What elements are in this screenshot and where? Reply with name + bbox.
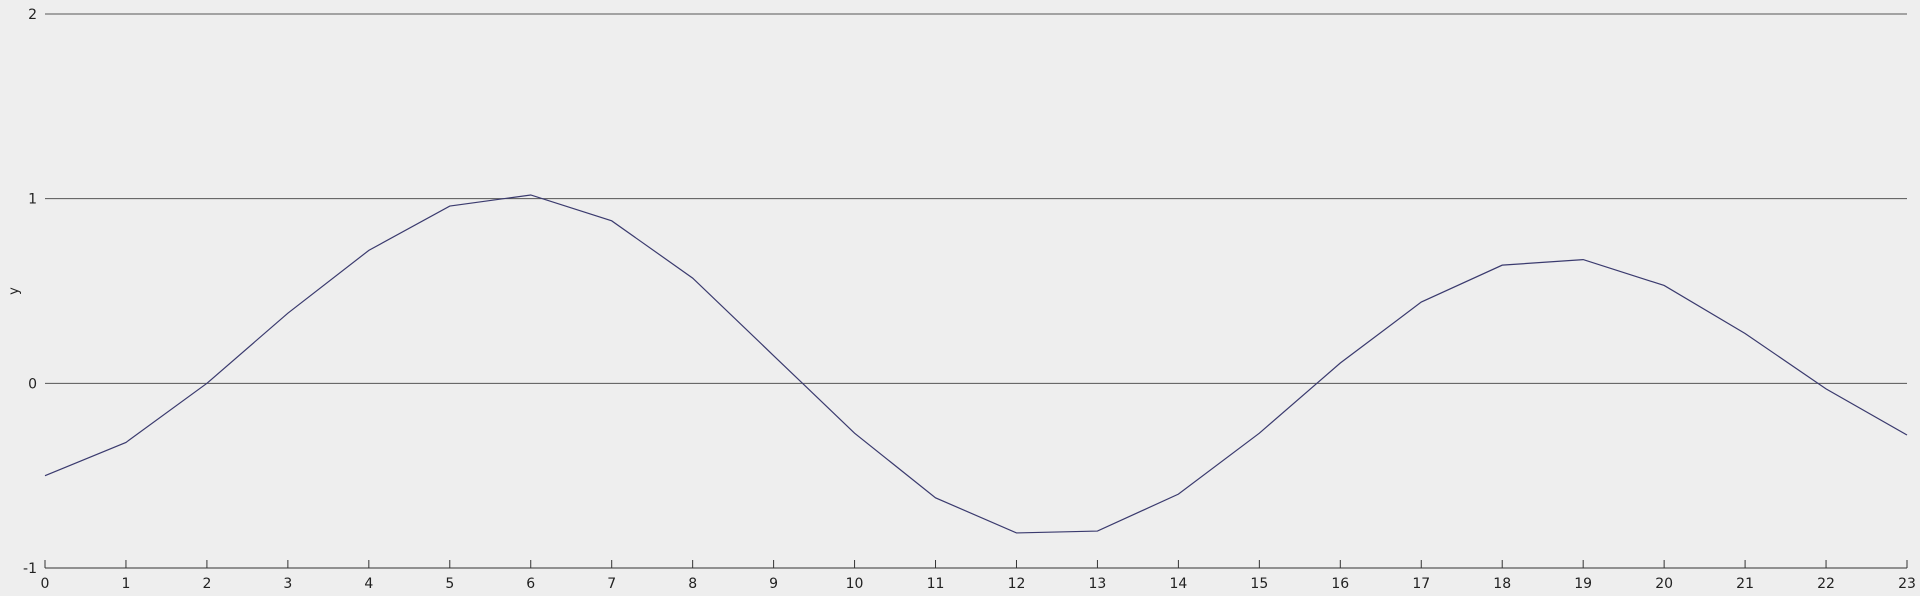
- x-tick-label: 5: [445, 576, 454, 592]
- series-layer: [44, 194, 1908, 534]
- x-tick-label: 11: [927, 576, 945, 592]
- y-tick-label: -1: [23, 561, 37, 577]
- x-tick-label: 20: [1655, 576, 1673, 592]
- x-tick-label: 2: [202, 576, 211, 592]
- x-tick-label: 13: [1089, 576, 1107, 592]
- x-tick-label: 4: [364, 576, 373, 592]
- y-tick-label: 0: [28, 376, 37, 392]
- x-tick-label: 9: [769, 576, 778, 592]
- x-tick-label: 8: [688, 576, 697, 592]
- grid-lines: [45, 13, 1907, 384]
- x-tick-label: 0: [41, 576, 50, 592]
- x-tick-label: 6: [526, 576, 535, 592]
- x-tick-label: 19: [1574, 576, 1592, 592]
- x-tick-label: 22: [1817, 576, 1835, 592]
- x-tick-label: 16: [1331, 576, 1349, 592]
- y-tick-label: 2: [28, 7, 37, 23]
- x-tick-label: 17: [1412, 576, 1430, 592]
- y-axis-label: y: [7, 287, 22, 295]
- x-tick-label: 10: [846, 576, 864, 592]
- x-tick-label: 12: [1008, 576, 1026, 592]
- x-tick-label: 15: [1250, 576, 1268, 592]
- x-tick-label: 1: [121, 576, 130, 592]
- x-tick-label: 23: [1898, 576, 1916, 592]
- x-tick-label: 14: [1169, 576, 1187, 592]
- x-tick-label: 18: [1493, 576, 1511, 592]
- series-line: [44, 194, 1908, 534]
- x-tick-label: 21: [1736, 576, 1754, 592]
- y-tick-label: 1: [28, 192, 37, 208]
- x-axis: [44, 560, 1908, 569]
- x-tick-label: 3: [283, 576, 292, 592]
- x-tick-label: 7: [607, 576, 616, 592]
